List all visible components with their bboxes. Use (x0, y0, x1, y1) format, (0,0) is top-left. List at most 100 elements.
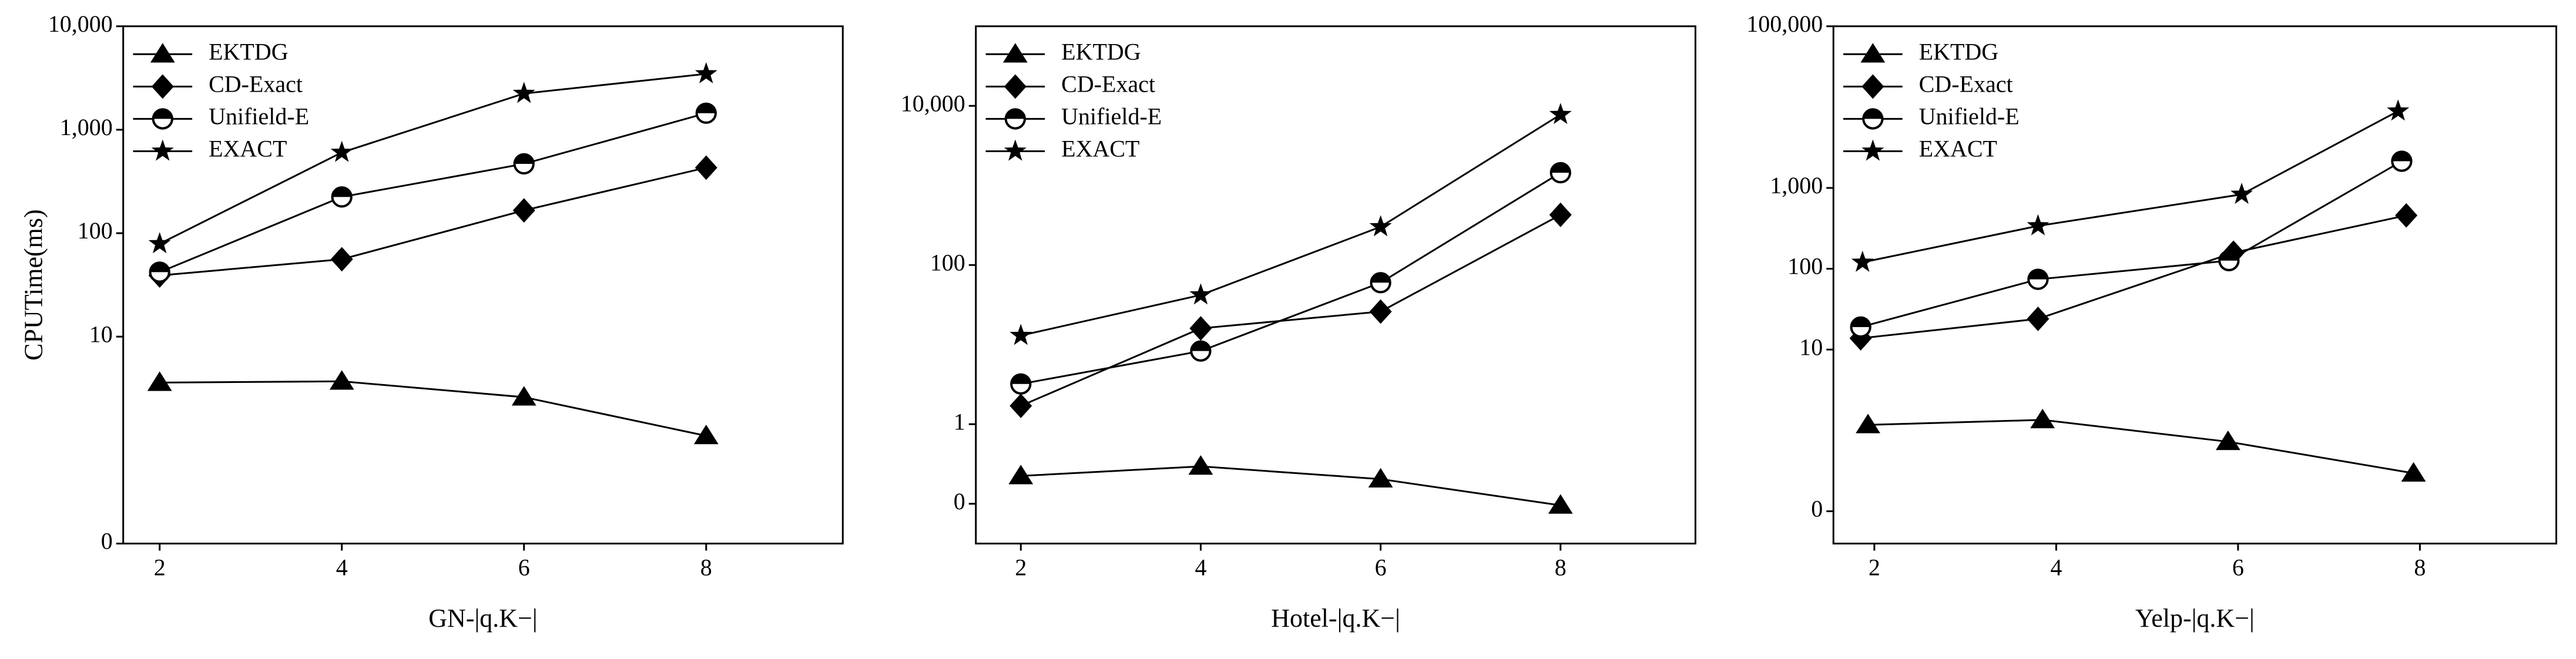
legend-marker (151, 139, 174, 161)
data-point (695, 102, 717, 124)
legend-marker (1862, 108, 1884, 130)
y-tick-label: 100 (930, 249, 965, 275)
x-tick-label: 8 (700, 554, 712, 581)
series-line (159, 380, 707, 437)
data-point (1369, 299, 1392, 324)
series-line (1020, 113, 1561, 337)
marker-star (2027, 214, 2050, 236)
marker-star (1861, 139, 1884, 161)
marker-triangle (2215, 431, 2240, 450)
marker-triangle (1002, 43, 1028, 63)
legend-label: Unifield-E (209, 103, 309, 130)
x-axis-label: Yelp-|q.K−| (2135, 604, 2255, 633)
marker-half (1551, 163, 1570, 173)
legend-label: EKTDG (1061, 38, 1141, 65)
marker-diamond (1009, 394, 1032, 418)
y-tick-label: 100 (78, 217, 113, 244)
legend-label: CD-Exact (209, 71, 303, 97)
marker-half (696, 103, 716, 113)
series-line (159, 73, 706, 245)
legend-marker (1004, 139, 1027, 161)
data-point (147, 371, 172, 391)
series-line (1862, 110, 2399, 264)
marker-half (332, 187, 351, 197)
y-tick-label: 1 (954, 408, 965, 435)
marker-star (151, 139, 174, 161)
x-tick-label: 2 (154, 554, 166, 581)
data-point (1008, 465, 1034, 485)
plot-frame (122, 25, 844, 544)
marker-triangle (2030, 408, 2055, 429)
legend-marker (151, 74, 174, 99)
legend-marker (1004, 108, 1027, 130)
data-point (2027, 306, 2050, 331)
plot-frame (975, 25, 1696, 544)
data-point (1850, 316, 1871, 338)
data-point (2027, 214, 2050, 236)
y-tick-label: 10,000 (48, 11, 113, 37)
marker-triangle (1548, 494, 1573, 514)
marker-triangle (329, 370, 354, 390)
data-point (512, 82, 535, 103)
data-point (1188, 455, 1213, 475)
legend-marker (1861, 74, 1884, 99)
data-point (695, 155, 717, 180)
legend-marker (1861, 139, 1884, 161)
marker-half (514, 154, 534, 164)
marker-triangle (1856, 413, 1880, 433)
data-point (1010, 373, 1032, 395)
legend-label: Unifield-E (1061, 103, 1162, 130)
marker-star (330, 140, 353, 162)
marker-star (2230, 182, 2253, 204)
data-point (1189, 316, 1212, 341)
series-line (159, 166, 707, 277)
marker-star (1004, 139, 1027, 161)
y-tick-label: 1,000 (1770, 172, 1823, 199)
data-point (1190, 340, 1212, 362)
marker-star (1549, 103, 1572, 125)
x-tick-label: 8 (1555, 554, 1567, 581)
data-point (1549, 162, 1571, 184)
x-tick-label: 6 (1375, 554, 1387, 581)
marker-triangle (1008, 465, 1034, 485)
data-point (2401, 462, 2426, 482)
y-tick-label: 100 (1787, 253, 1823, 280)
data-point (1009, 394, 1032, 418)
legend-label: EXACT (209, 136, 287, 162)
marker-half (1851, 317, 1870, 327)
data-point (513, 153, 535, 175)
data-point (1369, 215, 1392, 237)
marker-half (2392, 152, 2411, 162)
series-line (1021, 172, 1561, 385)
legend-label: EKTDG (1919, 38, 1999, 65)
marker-diamond (1004, 74, 1027, 99)
x-tick-label: 6 (518, 554, 530, 581)
marker-diamond (2027, 306, 2050, 331)
marker-star (148, 232, 171, 254)
series-line (1868, 419, 2414, 475)
marker-half (1863, 109, 1883, 119)
data-point (1856, 413, 1880, 433)
marker-triangle (2401, 462, 2426, 482)
data-point (2387, 99, 2410, 121)
data-point (1189, 283, 1212, 305)
marker-star (2387, 99, 2410, 121)
x-tick-label: 4 (336, 554, 348, 581)
data-point (1548, 494, 1573, 514)
legend-marker (150, 43, 175, 63)
y-axis-label: CPUTime(ms) (19, 209, 48, 361)
x-tick-label: 8 (2414, 554, 2426, 581)
marker-diamond (2395, 203, 2418, 228)
data-point (330, 247, 353, 272)
series-line (1021, 465, 1561, 506)
x-tick-label: 6 (2232, 554, 2244, 581)
data-point (329, 370, 354, 390)
data-point (2395, 203, 2418, 228)
marker-triangle (150, 43, 175, 63)
data-point (1370, 272, 1391, 294)
marker-half (150, 263, 169, 273)
series-line (159, 112, 707, 273)
data-point (1851, 250, 1874, 272)
y-tick-label: 0 (101, 528, 113, 554)
